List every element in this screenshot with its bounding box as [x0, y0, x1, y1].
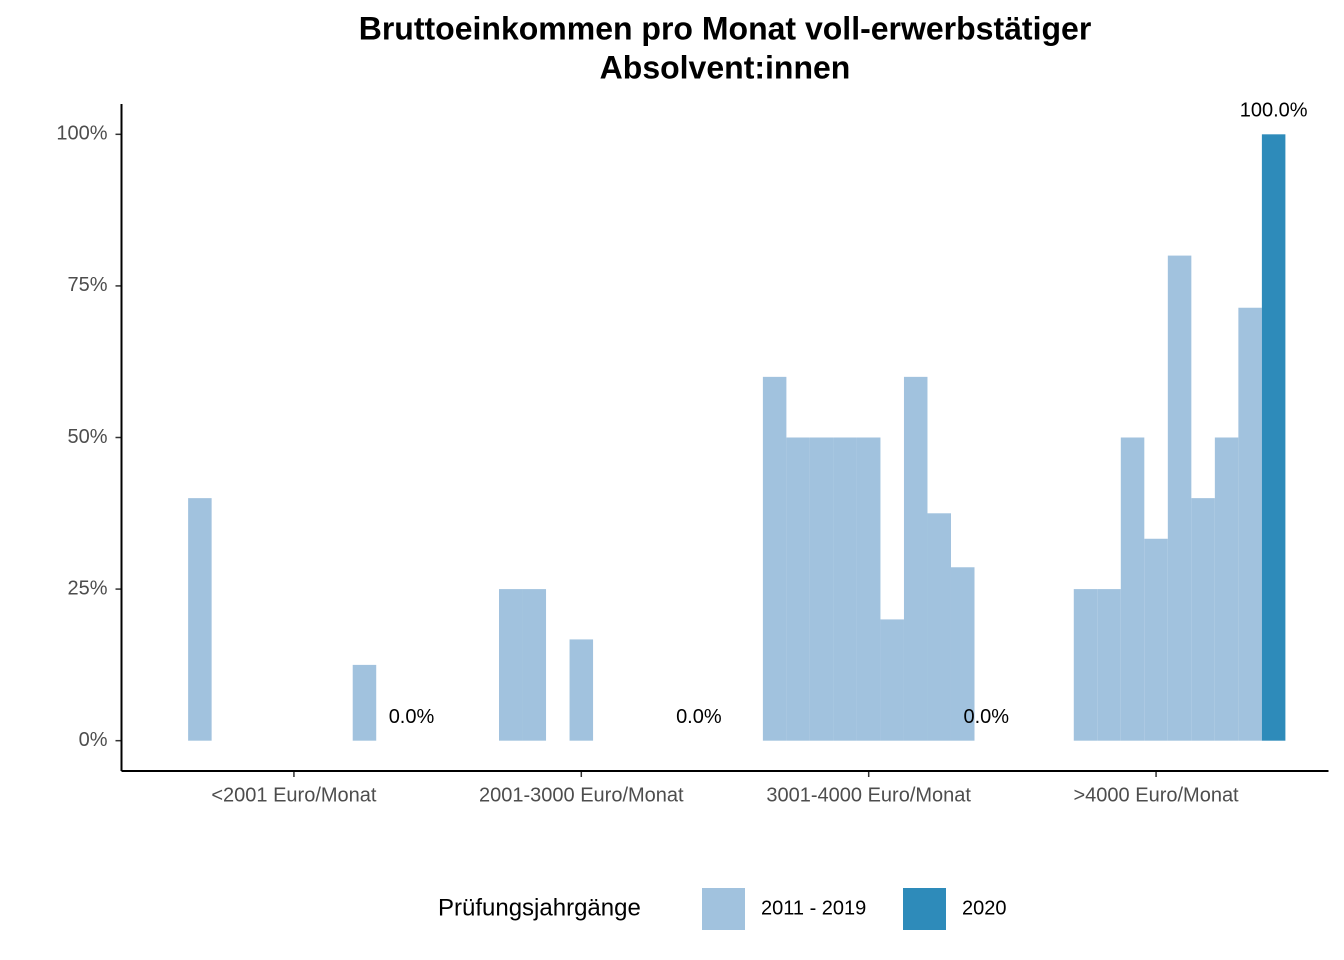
x-tick-label: 2001-3000 Euro/Monat	[479, 784, 684, 806]
bar	[1261, 134, 1286, 741]
bar	[188, 498, 212, 741]
bar	[1097, 589, 1121, 741]
legend-label: 2020	[962, 897, 1007, 919]
bar	[903, 376, 928, 741]
legend-title: Prüfungsjahrgänge	[438, 894, 641, 921]
y-tick-label: 75%	[67, 274, 107, 296]
y-tick-label: 0%	[79, 729, 108, 751]
value-label: 100.0%	[1240, 100, 1308, 122]
legend-key	[903, 888, 946, 930]
y-tick-label: 25%	[67, 577, 107, 599]
bar	[1167, 255, 1192, 741]
bar	[809, 437, 834, 741]
value-label: 0.0%	[389, 706, 435, 728]
chart-subtitle: Absolvent:innen	[600, 49, 851, 85]
bar	[786, 437, 810, 741]
bar	[880, 619, 904, 741]
x-tick-label: <2001 Euro/Monat	[211, 784, 377, 806]
bar	[1120, 437, 1145, 741]
bar	[833, 437, 857, 741]
bar	[1238, 307, 1262, 741]
y-tick-label: 50%	[67, 426, 107, 448]
x-tick-label: >4000 Euro/Monat	[1074, 784, 1240, 806]
bar	[856, 437, 881, 741]
value-label: 0.0%	[963, 706, 1009, 728]
bar	[1144, 538, 1168, 741]
bar	[927, 513, 951, 741]
x-tick-label: 3001-4000 Euro/Monat	[766, 784, 971, 806]
bar	[1214, 437, 1239, 741]
bar	[522, 589, 547, 741]
value-label: 0.0%	[676, 706, 722, 728]
bar	[569, 639, 594, 741]
bar	[950, 567, 975, 741]
legend-key	[702, 888, 745, 930]
y-tick-label: 100%	[56, 123, 107, 145]
legend-label: 2011 - 2019	[761, 897, 866, 919]
chart-title: Bruttoeinkommen pro Monat voll-erwerbstä…	[359, 10, 1092, 46]
bar	[1191, 498, 1215, 741]
bar	[352, 664, 377, 741]
bar	[762, 376, 787, 741]
bar	[499, 589, 523, 741]
bar	[1073, 589, 1098, 741]
